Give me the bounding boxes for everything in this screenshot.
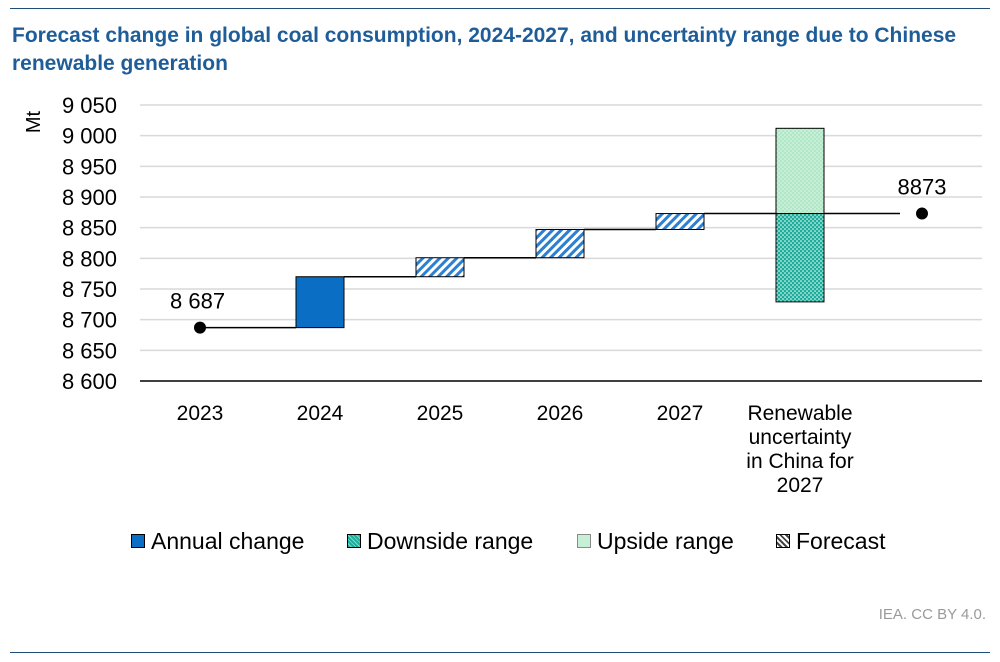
x-tick-label: Renewable — [747, 402, 852, 425]
chart-title: Forecast change in global coal consumpti… — [12, 24, 957, 75]
forecast-bar — [655, 213, 705, 231]
legend-label: Downside range — [367, 527, 534, 554]
x-tick-label: 2026 — [537, 402, 584, 425]
y-tick-label: 9 050 — [62, 93, 117, 118]
y-tick-label: 8 600 — [62, 369, 117, 394]
legend: Annual change Downside range Upside rang… — [0, 526, 1000, 556]
annual-change-bar — [295, 276, 345, 329]
y-tick-label: 8 800 — [62, 246, 117, 271]
chart-marks: 8 687 8873 — [170, 127, 947, 334]
legend-annual-change: Annual change — [131, 526, 304, 556]
forecast-bar — [535, 229, 585, 259]
source-credit: IEA. CC BY 4.0. — [878, 606, 986, 623]
legend-downside-range: Downside range — [347, 526, 533, 556]
legend-label: Annual change — [151, 527, 305, 554]
bottom-rule — [10, 652, 990, 653]
downside-range-swatch — [347, 534, 361, 548]
y-tick-label: 8 700 — [62, 308, 117, 333]
forecast-swatch — [776, 534, 790, 548]
end-value-label: 8873 — [898, 175, 947, 200]
y-axis-title: Mt — [23, 110, 45, 133]
legend-upside-range: Upside range — [577, 526, 734, 556]
y-tick-label: 8 850 — [62, 216, 117, 241]
y-axis: 8 600 8 650 8 700 8 750 8 800 8 850 8 900 8 950… — [23, 93, 117, 394]
start-point — [194, 321, 206, 334]
y-tick-label: 8 900 — [62, 185, 117, 210]
top-rule — [10, 8, 990, 9]
x-tick-label: 2024 — [297, 402, 344, 425]
x-tick-label: 2023 — [177, 402, 224, 425]
legend-forecast: Forecast — [776, 526, 885, 556]
y-tick-label: 8 650 — [62, 338, 117, 363]
x-tick-label: 2027 — [657, 402, 704, 425]
end-point — [916, 207, 928, 220]
annual-change-swatch — [131, 534, 145, 548]
y-tick-label: 8 750 — [62, 277, 117, 302]
gridlines — [140, 104, 982, 352]
legend-label: Upside range — [597, 527, 734, 554]
x-tick-label: uncertainty — [749, 426, 852, 449]
upside-range-swatch — [577, 534, 591, 548]
y-tick-label: 8 950 — [62, 154, 117, 179]
start-value-label: 8 687 — [170, 289, 225, 314]
upside-range-bar — [775, 127, 825, 215]
forecast-bar — [415, 257, 465, 278]
x-tick-label: in China for — [746, 450, 853, 473]
waterfall-chart: 8 600 8 650 8 700 8 750 8 800 8 850 8 900 8 950… — [23, 93, 982, 497]
downside-range-bar — [775, 213, 825, 303]
x-tick-label: 2025 — [417, 402, 464, 425]
legend-label: Forecast — [796, 527, 886, 554]
x-tick-label: 2027 — [777, 474, 824, 497]
x-axis: 2023 2024 2025 2026 2027 Renewableuncertainty… — [140, 380, 982, 497]
y-tick-label: 9 000 — [62, 124, 117, 149]
